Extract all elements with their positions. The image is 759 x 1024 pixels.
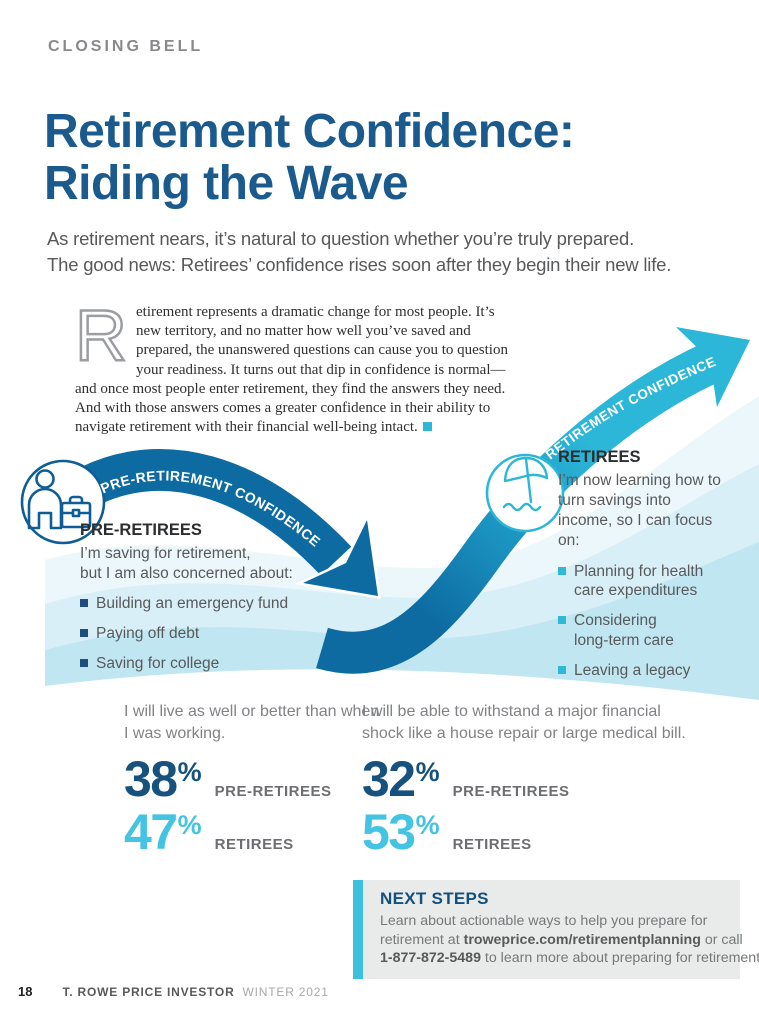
stat-value: 38% [124,751,202,808]
page-subtitle: As retirement nears, it’s natural to que… [47,226,671,278]
bullet-square-icon [80,599,88,608]
stat-label: RETIREES [214,835,294,853]
stat-row: 38% PRE-RETIREES [124,751,384,808]
retirement-arrowhead [676,327,750,407]
retirees-heading: RETIREES [558,448,641,466]
next-steps-line3: 1-877-872-5489 to learn more about prepa… [380,950,759,967]
stat-column-live-as-well: I will live as well or better than when … [124,701,384,860]
bullet-text: Paying off debt [96,625,200,643]
list-item: Paying off debt [80,624,350,644]
bullet-text: Building an emergency fund [96,595,289,613]
stat-label: PRE-RETIREES [214,783,332,801]
end-of-article-square [422,422,432,432]
bullet-square-icon [558,665,566,674]
retirees-bullet-list: Planning for health care expenditures Co… [558,562,726,681]
stat-value: 53% [362,803,440,860]
beach-umbrella-icon [485,453,565,533]
section-kicker: CLOSING BELL [48,38,204,55]
page-title: Retirement Confidence: Riding the Wave [44,105,575,210]
page-number: 18 [18,984,33,999]
pre-retirement-arrow [80,449,381,600]
bullet-text: Leaving a legacy [574,661,691,679]
bullet-text: Considering long‑term care [574,612,674,650]
stat-caption: I will live as well or better than when … [124,703,380,743]
page-title-line2: Riding the Wave [44,156,409,210]
list-item: Leaving a legacy [558,661,726,681]
pre-retirees-intro-line2: but I am also concerned about: [80,565,293,583]
issue-label: WINTER 2021 [242,985,329,999]
person-briefcase-icon [20,459,106,545]
list-item: Considering long‑term care [558,611,726,651]
phone-number: 1-877-872-5489 [380,950,481,967]
pre-retirees-block: PRE-RETIREES I’m saving for retirement, … [80,521,350,684]
pre-retirement-arrowhead [294,511,381,600]
pre-retirees-heading: PRE-RETIREES [80,521,202,539]
retirement-planning-url: troweprice.com/retirementplanning [463,931,701,948]
bullet-square-icon [80,658,88,667]
stat-label: PRE-RETIREES [452,783,570,801]
retirement-arrow [316,327,750,674]
pre-retirees-bullet-list: Building an emergency fund Paying off de… [80,594,350,673]
stat-label: RETIREES [452,835,532,853]
bullet-square-icon [558,566,566,575]
list-item: Building an emergency fund [80,594,350,614]
stat-caption: I will be able to withstand a major fina… [362,703,686,743]
next-steps-box: NEXT STEPS Learn about actionable ways t… [353,880,759,980]
drop-cap: R [74,296,129,376]
page-subtitle-line2: The good news: Retirees’ confidence rise… [47,253,672,275]
page-footer: 18 T. ROWE PRICE INVESTOR WINTER 2021 [18,984,329,999]
intro-text: etirement represents a dramatic change f… [75,304,508,436]
retirement-confidence-infographic: PRE-RETIREMENT CONFIDENCE RETIREMENT CON… [20,327,759,700]
next-steps-line1: Learn about actionable ways to help you … [380,913,708,929]
list-item: Saving for college [80,654,350,674]
bullet-text: Planning for health care expenditures [574,562,704,600]
percent-sign: % [177,809,202,840]
next-steps-line2: retirement at troweprice.com/retirementp… [380,931,743,948]
list-item: Planning for health care expenditures [558,562,726,602]
stat-row: 32% PRE-RETIREES [362,751,712,808]
percent-sign: % [415,809,440,840]
stat-column-financial-shock: I will be able to withstand a major fina… [362,701,712,860]
bullet-text: Saving for college [96,654,220,672]
bullet-square-icon [80,629,88,638]
percent-sign: % [177,757,202,788]
stat-value: 32% [362,751,440,808]
stat-row: 47% RETIREES [124,803,384,860]
retirees-block: RETIREES I’m now learning how to turn sa… [558,448,726,691]
page-title-line1: Retirement Confidence: [44,105,575,158]
stat-row: 53% RETIREES [362,803,712,860]
percent-sign: % [415,757,440,788]
retirees-intro: I’m now learning how to turn savings int… [558,472,721,550]
bullet-square-icon [558,616,566,625]
next-steps-heading: NEXT STEPS [380,889,489,908]
publication-name: T. ROWE PRICE INVESTOR [62,985,235,999]
stat-value: 47% [124,803,202,860]
pre-retirees-intro-line1: I’m saving for retirement, [80,545,251,562]
page-subtitle-line1: As retirement nears, it’s natural to que… [47,228,635,249]
wave-background [45,396,759,700]
